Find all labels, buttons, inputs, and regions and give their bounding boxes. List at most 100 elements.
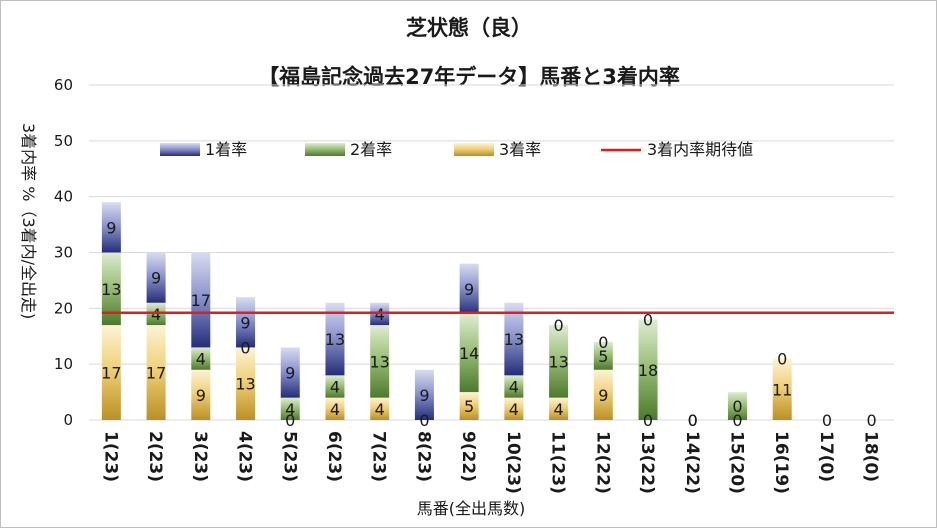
bars [101, 202, 792, 420]
y-tick-label: 40 [54, 188, 73, 206]
data-label: 4 [375, 400, 385, 419]
data-label: 4 [509, 378, 519, 397]
bar-segment-1st [146, 252, 166, 303]
bar-segment-3rd [325, 397, 345, 420]
bar-segment-1st [414, 369, 434, 420]
data-label: 13 [325, 330, 345, 349]
data-label: 0 [598, 333, 608, 352]
data-label: 0 [732, 397, 742, 416]
x-tick-label: 2(23) [145, 431, 165, 482]
x-tick-label: 16(19) [771, 431, 791, 494]
gridlines [89, 84, 894, 421]
bar-segment-1st [504, 302, 524, 376]
x-tick-label: 12(22) [592, 431, 612, 494]
x-tick-label: 11(23) [548, 431, 568, 494]
x-tick-label: 7(23) [369, 431, 389, 482]
x-tick-label: 10(23) [503, 431, 523, 494]
data-label: 4 [509, 400, 519, 419]
bar-segment-2nd [191, 347, 211, 370]
data-label: 14 [459, 344, 479, 363]
chart-title: 芝状態（良） [406, 16, 532, 40]
legend-swatch-2nd [305, 143, 345, 156]
y-tick-label: 20 [54, 299, 73, 317]
bar-segment-3rd [370, 397, 390, 420]
data-label: 9 [106, 218, 116, 237]
bar-segment-3rd [772, 358, 792, 420]
data-label: 17 [146, 364, 166, 383]
legend-label-2nd: 2着率 [350, 140, 392, 159]
data-label: 0 [688, 411, 698, 430]
bar-segment-2nd [101, 252, 121, 326]
bar-segment-3rd [101, 325, 121, 420]
bar-segment-3rd [593, 369, 613, 420]
bar-segment-1st [191, 252, 211, 348]
x-tick-label: 6(23) [324, 431, 344, 482]
bar-segment-2nd [727, 392, 747, 420]
x-axis-label: 馬番(全出馬数) [417, 499, 526, 518]
y-tick-label: 30 [54, 244, 73, 262]
bar-segment-3rd [504, 397, 524, 420]
x-axis-ticks: 1(23) 2(23) 3(23) 4(23) 5(23) 6(23) 7(23) 8(23)… [100, 431, 880, 494]
data-label: 9 [151, 269, 161, 288]
data-label: 0 [732, 411, 742, 430]
bar-segment-2nd [280, 397, 300, 420]
bar-segment-2nd [549, 325, 569, 398]
data-label: 13 [504, 330, 524, 349]
data-label: 0 [419, 411, 429, 430]
bar-segment-3rd [549, 397, 569, 420]
x-tick-label: 9(22) [458, 431, 478, 482]
bar-segment-3rd [146, 325, 166, 420]
data-label: 9 [240, 313, 250, 332]
bar-segment-2nd [593, 341, 613, 370]
data-label: 9 [419, 386, 429, 405]
legend-swatch-1st [160, 143, 200, 156]
data-label: 0 [822, 411, 832, 430]
x-tick-label: 14(22) [682, 431, 702, 494]
data-label: 4 [330, 400, 340, 419]
legend-swatch-3rd [454, 143, 494, 156]
bar-segment-3rd [191, 369, 211, 420]
data-label: 9 [464, 280, 474, 299]
data-label: 0 [553, 316, 563, 335]
x-tick-label: 1(23) [100, 431, 120, 482]
x-tick-label: 17(0) [816, 431, 836, 482]
data-label: 9 [285, 364, 295, 383]
data-label: 0 [777, 350, 787, 369]
bar-segment-2nd [504, 375, 524, 398]
legend-label-3rd: 3着率 [499, 140, 541, 159]
bar-segment-1st [280, 347, 300, 398]
data-label: 5 [598, 347, 608, 366]
y-tick-label: 0 [63, 411, 73, 429]
x-tick-label: 3(23) [190, 431, 210, 482]
data-label: 4 [375, 305, 385, 324]
data-label: 13 [101, 280, 121, 299]
data-label: 0 [643, 411, 653, 430]
data-label: 13 [548, 352, 568, 371]
bar-segment-1st [459, 263, 479, 314]
data-label: 4 [196, 350, 206, 369]
legend: 1着率 2着率 3着率 3着内率期待値 [160, 140, 753, 159]
x-tick-label: 15(20) [726, 431, 746, 494]
data-label: 0 [285, 411, 295, 430]
data-label: 4 [285, 400, 295, 419]
x-tick-label: 5(23) [279, 431, 299, 482]
x-tick-label: 4(23) [235, 431, 255, 482]
x-tick-label: 13(22) [637, 431, 657, 494]
y-axis-label: 3着内率 %（3着内/全出走) [19, 123, 38, 319]
data-label: 0 [643, 311, 653, 330]
data-label: 9 [598, 386, 608, 405]
y-axis-ticks: 0 10 20 30 40 50 60 [54, 76, 73, 429]
x-tick-label: 8(23) [413, 431, 433, 482]
legend-label-1st: 1着率 [205, 140, 247, 159]
bar-segment-2nd [638, 319, 658, 420]
bar-segment-3rd [459, 392, 479, 420]
legend-label-expected: 3着内率期待値 [647, 140, 753, 159]
data-label: 0 [867, 411, 877, 430]
y-tick-label: 60 [54, 76, 73, 94]
data-label: 18 [638, 361, 658, 380]
data-labels: 1713917499417130904944134134095149441341… [101, 218, 877, 430]
data-label: 0 [688, 411, 698, 430]
data-label: 9 [196, 386, 206, 405]
